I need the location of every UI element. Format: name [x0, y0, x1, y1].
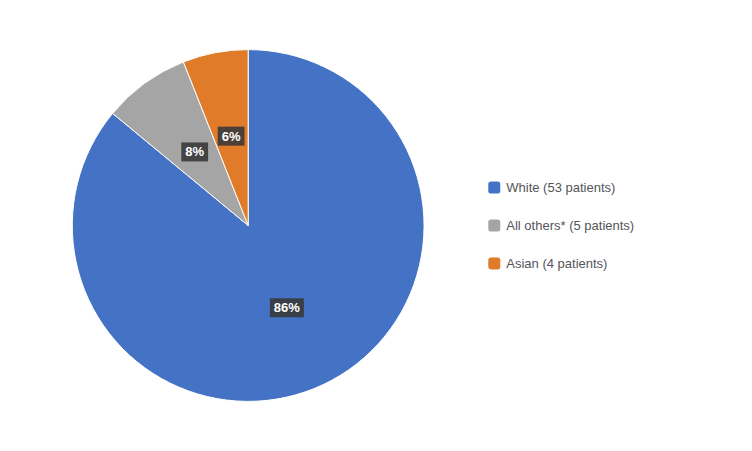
- svg-text:6%: 6%: [222, 129, 241, 144]
- svg-text:All others* (5 patients): All others* (5 patients): [506, 218, 634, 233]
- svg-text:White (53 patients): White (53 patients): [506, 180, 615, 195]
- svg-text:Asian (4 patients): Asian (4 patients): [506, 256, 607, 271]
- svg-text:8%: 8%: [185, 144, 204, 159]
- svg-text:86%: 86%: [274, 300, 300, 315]
